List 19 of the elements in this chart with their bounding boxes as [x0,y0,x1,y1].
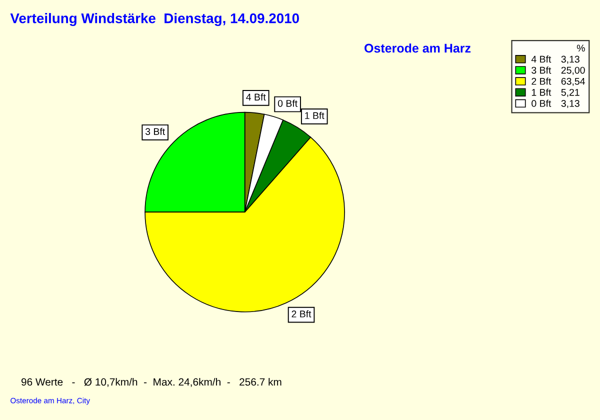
category-label: 0 Bft [532,100,552,107]
data-label: 3,13 [561,100,580,108]
text: 96 Werte - Ø 10,7km/h - Max. 24,6km/h - 256.7 km [21,378,282,387]
legend-label: 1 Bft [532,88,552,96]
data-label: 3,13 [561,56,580,64]
legend-label: 2 Bft [532,78,552,85]
data-label: 25,00 [561,66,585,75]
legend-label: 3 Bft [532,66,552,74]
legend-title: % [576,44,585,52]
chart-title: Verteilung Windstärke Dienstag, 14.09.2010 [10,13,299,26]
chart-subtitle: Osterode am Harz [364,43,471,53]
legend-label: 0 Bft [278,100,298,107]
legend-label: 4 Bft [531,56,552,63]
slice-label: 1 Bft [305,112,324,120]
slice-label: 2 Bft [292,310,312,318]
data-label: 63,54 [561,78,585,86]
slice-label: 4 Bft [246,93,266,101]
data-label: 5,21 [561,88,580,97]
slice-label: 3 Bft [145,128,166,135]
